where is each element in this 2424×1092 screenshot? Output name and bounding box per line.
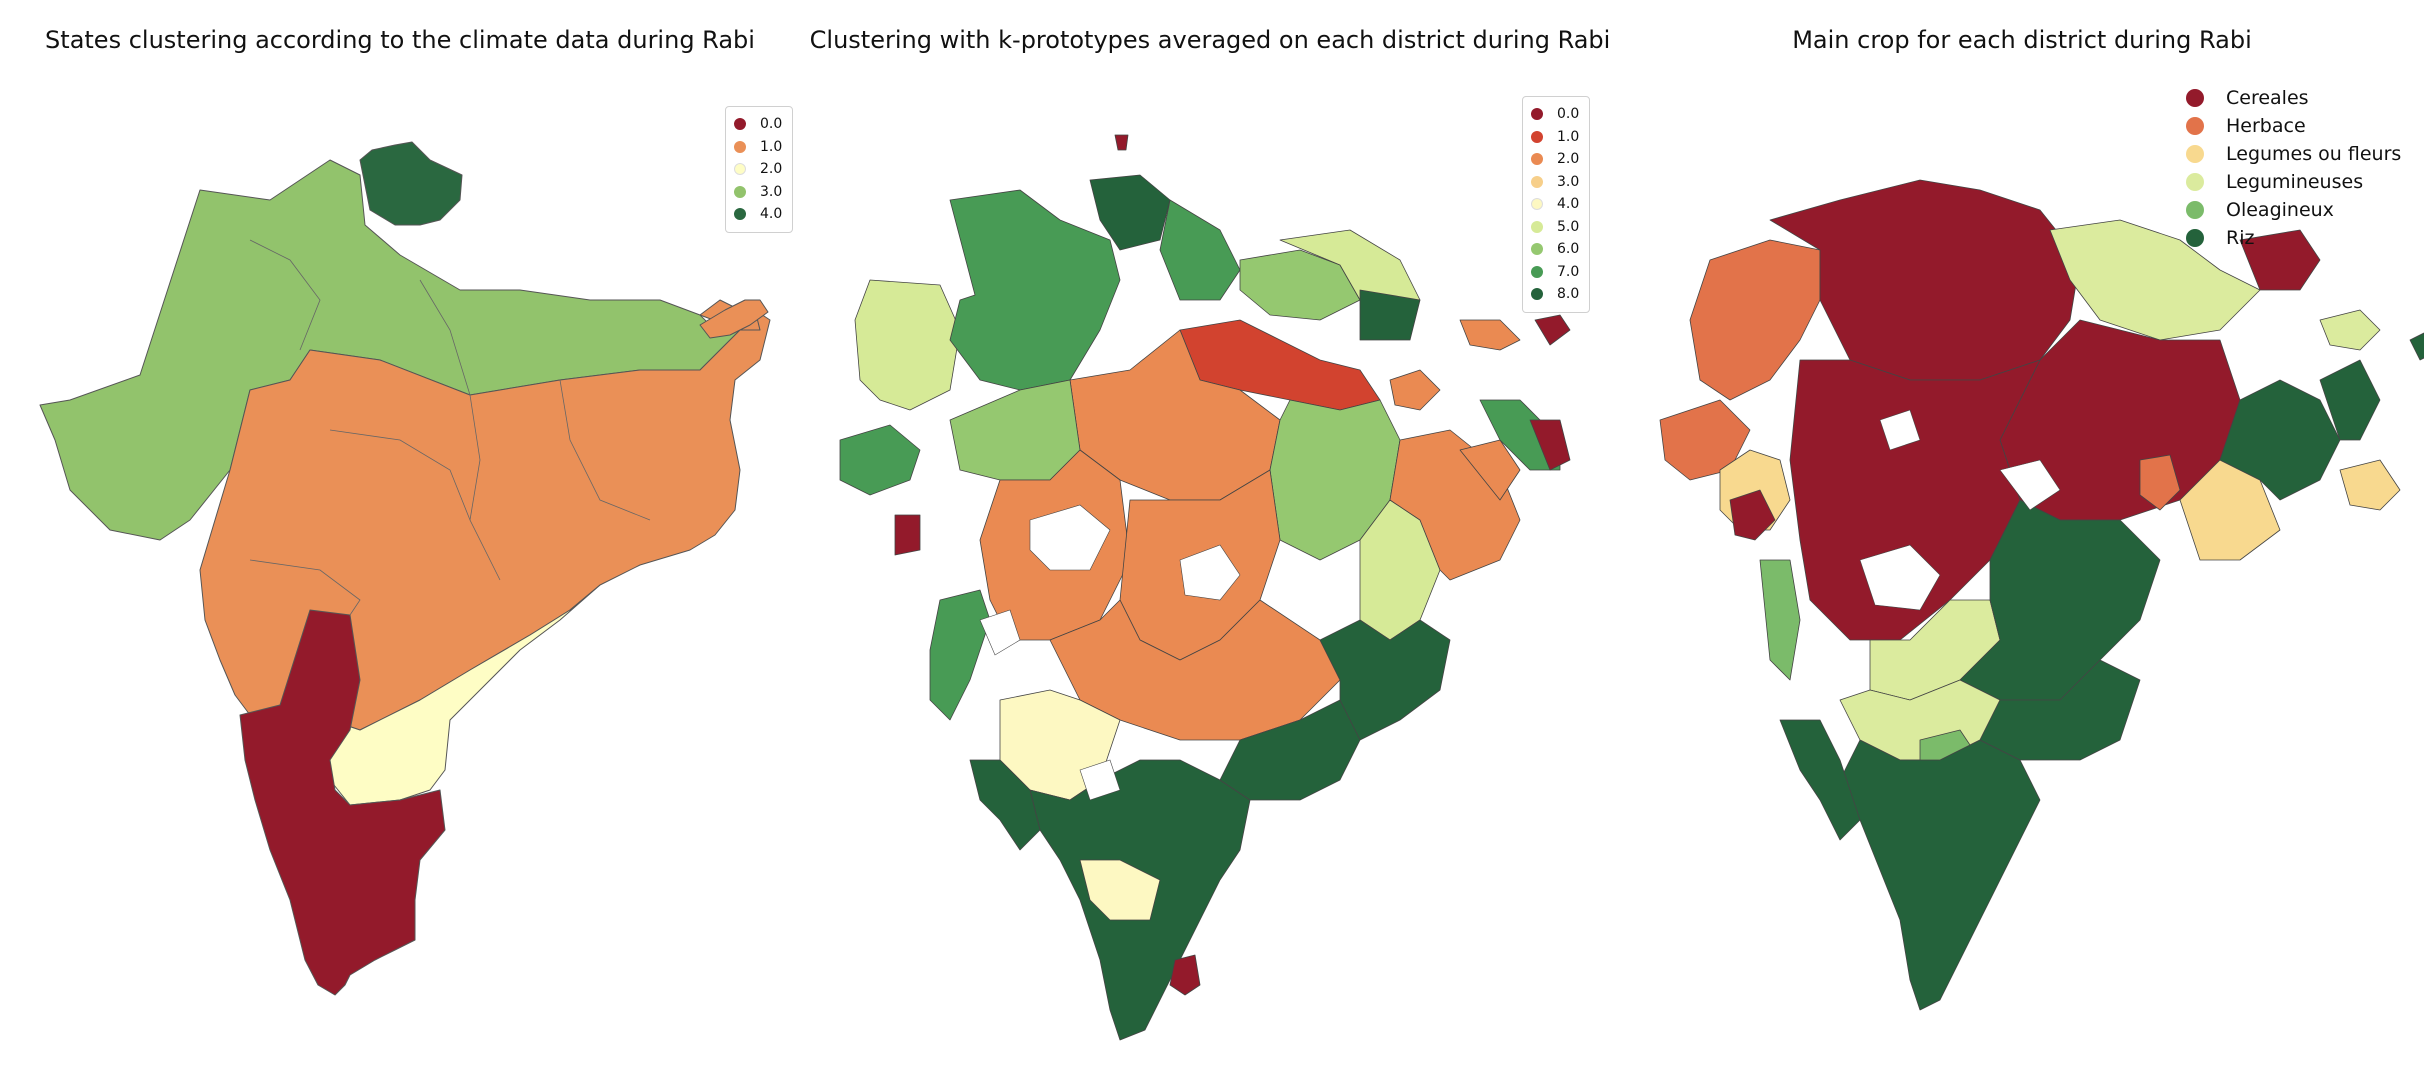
legend-swatch: [1531, 153, 1543, 166]
legend-label: 6.0: [1557, 241, 1580, 258]
legend-swatch: [734, 185, 746, 198]
legend-item: 5.0: [1531, 216, 1579, 239]
legend-label: 4.0: [760, 206, 783, 223]
panel-states: States clustering according to the clima…: [0, 0, 800, 1092]
legend-label: 4.0: [1557, 196, 1580, 213]
panel-crop: Main crop for each district during Rabi: [1620, 0, 2424, 1092]
legend-item: 7.0: [1531, 261, 1579, 284]
legend-item: 6.0: [1531, 238, 1579, 261]
legend-item: Legumes ou fleurs: [2186, 140, 2401, 168]
legend-label: 2.0: [1557, 151, 1580, 168]
region-south-east: [324, 584, 601, 806]
legend-item: 8.0: [1531, 283, 1579, 306]
legend-swatch: [2186, 201, 2204, 219]
legend-label: 1.0: [1557, 128, 1580, 145]
legend-item: Cereales: [2186, 84, 2401, 112]
legend-swatch: [1531, 175, 1543, 188]
legend-label: Legumineuses: [2226, 171, 2364, 193]
legend-crop: Cereales Herbace Legumes ou fleurs Legum…: [2186, 84, 2401, 252]
legend-item: 2.0: [1531, 148, 1579, 171]
legend-item: 4.0: [734, 203, 782, 226]
states-map: [39, 141, 771, 996]
legend-swatch: [734, 118, 746, 131]
legend-swatch: [1531, 130, 1543, 143]
legend-states: 0.0 1.0 2.0 3.0 4.0: [725, 106, 794, 233]
legend-swatch: [2186, 117, 2204, 135]
legend-label: 7.0: [1557, 263, 1580, 280]
legend-label: 0.0: [1557, 106, 1580, 123]
legend-label: Herbace: [2226, 115, 2306, 137]
legend-label: 8.0: [1557, 286, 1580, 303]
panel-title: Clustering with k-prototypes averaged on…: [809, 26, 1611, 54]
legend-swatch: [1531, 243, 1543, 256]
legend-label: 3.0: [760, 183, 783, 200]
legend-item: Oleagineux: [2186, 196, 2401, 224]
legend-label: Legumes ou fleurs: [2226, 143, 2402, 165]
legend-item: 3.0: [1531, 171, 1579, 194]
legend-item: Herbace: [2186, 112, 2401, 140]
legend-label: 3.0: [1557, 173, 1580, 190]
legend-label: Cereales: [2226, 87, 2309, 109]
legend-label: 5.0: [1557, 218, 1580, 235]
legend-label: 2.0: [760, 161, 783, 178]
legend-item: 1.0: [734, 136, 782, 159]
panel-kproto: Clustering with k-prototypes averaged on…: [800, 0, 1620, 1092]
legend-swatch: [2186, 145, 2204, 163]
legend-item: 0.0: [1531, 103, 1579, 126]
legend-swatch: [734, 208, 746, 221]
legend-swatch: [1531, 220, 1543, 233]
panel-title: States clustering according to the clima…: [45, 26, 755, 54]
legend-label: 0.0: [760, 116, 783, 133]
legend-label: 1.0: [760, 138, 783, 155]
legend-item: 3.0: [734, 181, 782, 204]
legend-item: 0.0: [734, 113, 782, 136]
crop-map: [1659, 179, 2424, 1011]
region-south-west: [239, 609, 446, 996]
region-north-hills: [359, 141, 463, 226]
legend-swatch: [734, 163, 746, 176]
legend-item: 4.0: [1531, 193, 1579, 216]
legend-item: Riz: [2186, 224, 2401, 252]
legend-swatch: [2186, 89, 2204, 107]
legend-label: Oleagineux: [2226, 199, 2334, 221]
kproto-map: [839, 134, 1571, 1041]
legend-swatch: [1531, 198, 1543, 211]
legend-label: Riz: [2226, 227, 2255, 249]
legend-item: 1.0: [1531, 126, 1579, 149]
panel-title: Main crop for each district during Rabi: [1792, 26, 2252, 54]
legend-swatch: [734, 140, 746, 153]
legend-swatch: [1531, 288, 1543, 301]
legend-item: Legumineuses: [2186, 168, 2401, 196]
legend-swatch: [2186, 173, 2204, 191]
legend-kproto: 0.0 1.0 2.0 3.0 4.0 5.0 6.0 7.0 8.0: [1522, 96, 1591, 313]
legend-swatch: [1531, 265, 1543, 278]
region-far-north-east: [699, 299, 769, 339]
legend-swatch: [2186, 229, 2204, 247]
legend-item: 2.0: [734, 158, 782, 181]
legend-swatch: [1531, 108, 1543, 121]
